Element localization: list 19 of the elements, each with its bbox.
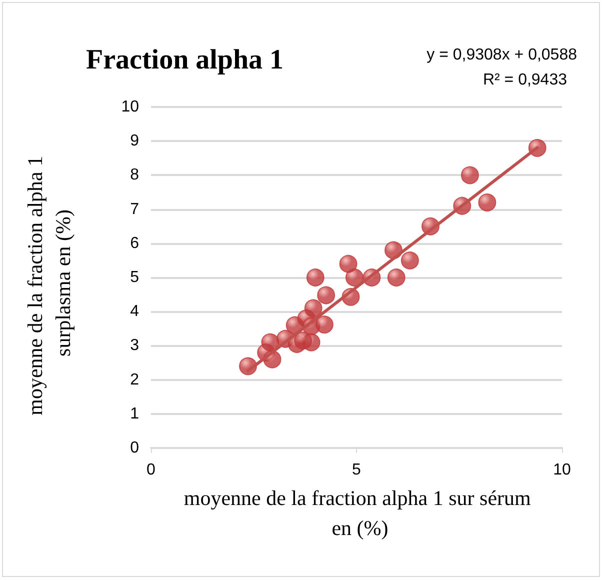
y-tick-label: 9 — [130, 132, 140, 150]
y-tick-label: 6 — [130, 234, 140, 252]
y-tick-label: 10 — [121, 98, 140, 116]
y-tick-label: 4 — [130, 303, 140, 320]
y-tick-label: 3 — [130, 337, 140, 354]
x-axis-title: moyenne de la fraction alpha 1 sur sérum en (%) — [184, 486, 536, 540]
y-tick-label: 7 — [130, 200, 140, 218]
x-tick-label: 0 — [146, 462, 156, 478]
y-tick-label: 0 — [130, 440, 140, 456]
y-tick-label: 8 — [130, 166, 140, 184]
y-tick-label: 1 — [130, 405, 140, 422]
y-tick-label: 5 — [130, 269, 140, 286]
text: y = 0,9308x + 0,0588 — [426, 46, 578, 64]
x-tick-label: 10 — [553, 462, 571, 478]
y-tick-label: 2 — [130, 371, 140, 388]
x-tick-label: 5 — [352, 462, 362, 478]
text: R² = 0,9433 — [482, 72, 568, 88]
chart-title: Fraction alpha 1 — [86, 44, 284, 76]
y-axis-title: moyenne de la fraction alpha 1 surplasma en (%) — [23, 150, 75, 416]
